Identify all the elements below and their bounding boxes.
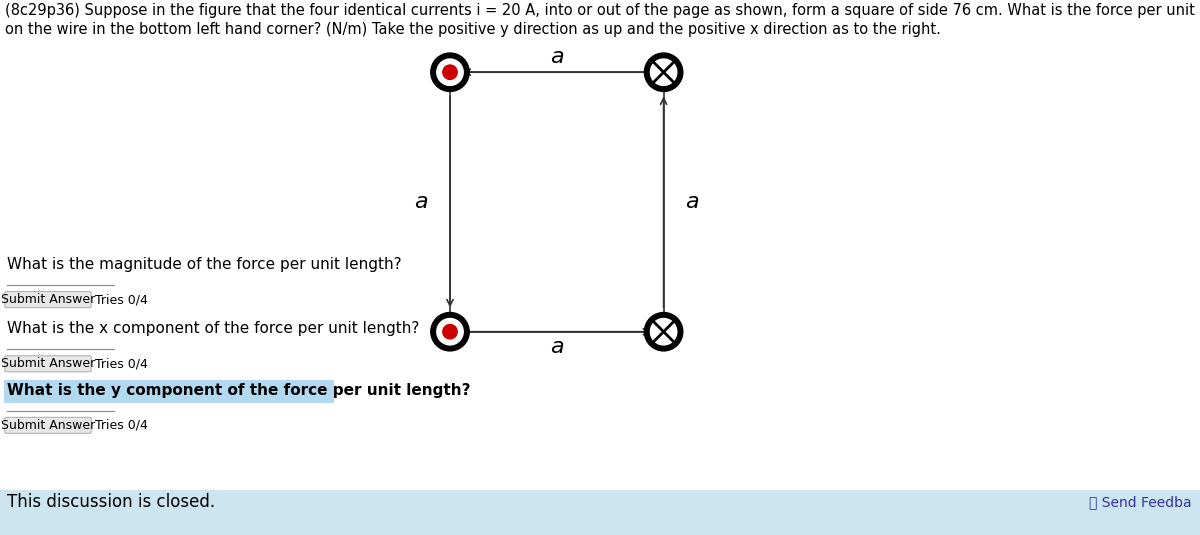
Text: Tries 0/4: Tries 0/4 <box>95 419 148 432</box>
Text: This discussion is closed.: This discussion is closed. <box>7 493 215 511</box>
Text: on the wire in the bottom left hand corner? (N/m) Take the positive y direction : on the wire in the bottom left hand corn… <box>5 22 941 37</box>
Text: $a$: $a$ <box>550 47 564 67</box>
FancyBboxPatch shape <box>5 356 91 372</box>
Text: Submit Answer: Submit Answer <box>1 419 95 432</box>
FancyBboxPatch shape <box>0 490 1200 535</box>
Text: Submit Answer: Submit Answer <box>1 357 95 370</box>
Text: $a$: $a$ <box>685 192 700 212</box>
Ellipse shape <box>437 59 463 86</box>
Ellipse shape <box>650 59 677 86</box>
Text: Tries 0/4: Tries 0/4 <box>95 293 148 306</box>
Ellipse shape <box>644 53 683 91</box>
Ellipse shape <box>650 318 677 345</box>
Ellipse shape <box>437 318 463 345</box>
Ellipse shape <box>443 325 457 339</box>
Text: What is the x component of the force per unit length?: What is the x component of the force per… <box>7 321 420 336</box>
Text: Tries 0/4: Tries 0/4 <box>95 357 148 370</box>
Ellipse shape <box>431 312 469 351</box>
Text: 📎 Send Feedba: 📎 Send Feedba <box>1088 495 1192 509</box>
Ellipse shape <box>443 65 457 79</box>
Ellipse shape <box>431 53 469 91</box>
Text: (8c29p36) Suppose in the figure that the four identical currents i = 20 A, into : (8c29p36) Suppose in the figure that the… <box>5 3 1200 18</box>
Ellipse shape <box>644 312 683 351</box>
Text: $a$: $a$ <box>414 192 428 212</box>
Text: $a$: $a$ <box>550 337 564 357</box>
Text: Submit Answer: Submit Answer <box>1 293 95 306</box>
Text: What is the y component of the force per unit length?: What is the y component of the force per… <box>7 383 470 398</box>
FancyBboxPatch shape <box>5 417 91 433</box>
FancyBboxPatch shape <box>4 380 334 403</box>
FancyBboxPatch shape <box>5 292 91 308</box>
Text: What is the magnitude of the force per unit length?: What is the magnitude of the force per u… <box>7 257 402 272</box>
